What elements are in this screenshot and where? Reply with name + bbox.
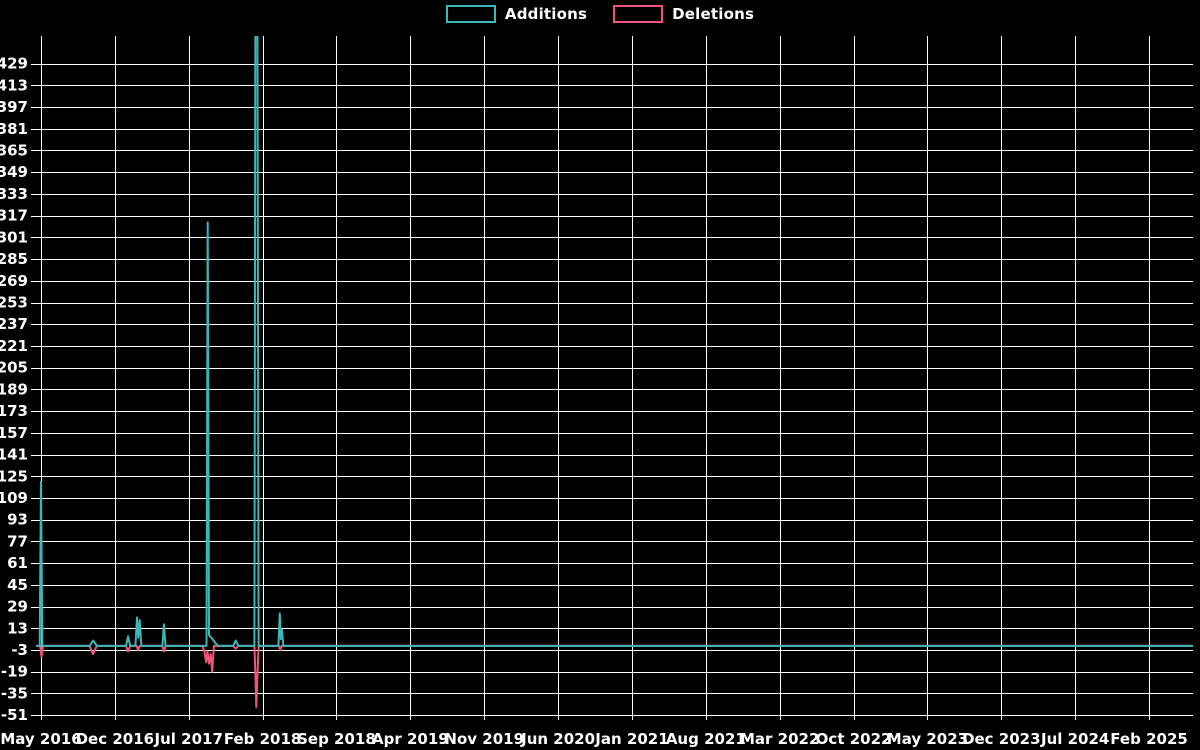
series-line-deletions	[36, 644, 1193, 708]
y-axis-tick-label: 77	[7, 532, 28, 550]
y-axis-tick-label: 93	[7, 511, 28, 529]
y-axis-tick-label: 189	[0, 380, 28, 398]
y-axis-tick-label: 317	[0, 207, 28, 225]
legend-label-deletions: Deletions	[672, 5, 755, 23]
y-axis-tick-label: 301	[0, 228, 28, 246]
x-axis-tick-label: Feb 2018	[224, 730, 302, 748]
x-axis-tick-label: Feb 2025	[1110, 730, 1188, 748]
y-axis-tick-label: 109	[0, 489, 28, 507]
y-axis-tick-label: 269	[0, 272, 28, 290]
y-axis-tick-label: 413	[0, 76, 28, 94]
y-axis-tick-label: -19	[1, 663, 28, 681]
y-axis-tick-label: 221	[0, 337, 28, 355]
x-axis-tick-label: Aug 2021	[666, 730, 746, 748]
y-axis-tick-label: 365	[0, 141, 28, 159]
x-axis-tick-label: Jul 2024	[1040, 730, 1109, 748]
legend-label-additions: Additions	[504, 5, 588, 23]
legend-item-additions: Additions	[445, 5, 588, 23]
y-axis-tick-label: 429	[0, 55, 28, 73]
legend-item-deletions: Deletions	[613, 5, 754, 23]
x-axis-tick-label: Nov 2019	[444, 730, 524, 748]
y-axis-tick-label: 157	[0, 424, 28, 442]
x-axis-tick-label: Mar 2022	[740, 730, 819, 748]
chart-legend: Additions Deletions	[0, 5, 1200, 23]
x-axis-tick-label: May 2023	[887, 730, 968, 748]
y-axis-tick-label: 253	[0, 294, 28, 312]
y-axis-tick-label: -51	[1, 706, 28, 724]
y-axis-tick-label: 173	[0, 402, 28, 420]
y-axis-tick-label: 381	[0, 120, 28, 138]
y-axis-tick-label: 61	[7, 554, 28, 572]
additions-swatch-icon	[445, 5, 496, 23]
x-axis-tick-label: Apr 2019	[372, 730, 449, 748]
x-axis-tick-label: Jul 2017	[154, 730, 223, 748]
y-axis-tick-label: 205	[0, 359, 28, 377]
deletions-swatch-icon	[613, 5, 664, 23]
x-axis-tick-label: Oct 2022	[816, 730, 892, 748]
y-axis-tick-label: 397	[0, 98, 28, 116]
y-axis-tick-label: 29	[7, 598, 28, 616]
y-axis-tick-label: -3	[11, 641, 28, 659]
x-axis-tick-label: May 2016	[0, 730, 81, 748]
y-axis-tick-label: 285	[0, 250, 28, 268]
y-axis-tick-label: 349	[0, 163, 28, 181]
y-axis-tick-label: 13	[7, 619, 28, 637]
x-axis-tick-label: Dec 2023	[962, 730, 1041, 748]
series-line-additions	[36, 36, 1193, 647]
y-axis-tick-label: 141	[0, 446, 28, 464]
x-axis-tick-label: Dec 2016	[76, 730, 155, 748]
x-axis-tick-label: Jun 2020	[520, 730, 595, 748]
y-axis-tick-label: -35	[1, 684, 28, 702]
x-axis-tick-label: Sep 2018	[297, 730, 376, 748]
y-axis-tick-label: 333	[0, 185, 28, 203]
y-axis-tick-label: 45	[7, 576, 28, 594]
y-axis-tick-label: 125	[0, 467, 28, 485]
y-axis-tick-label: 237	[0, 315, 28, 333]
x-axis-tick-label: Jan 2021	[594, 730, 668, 748]
